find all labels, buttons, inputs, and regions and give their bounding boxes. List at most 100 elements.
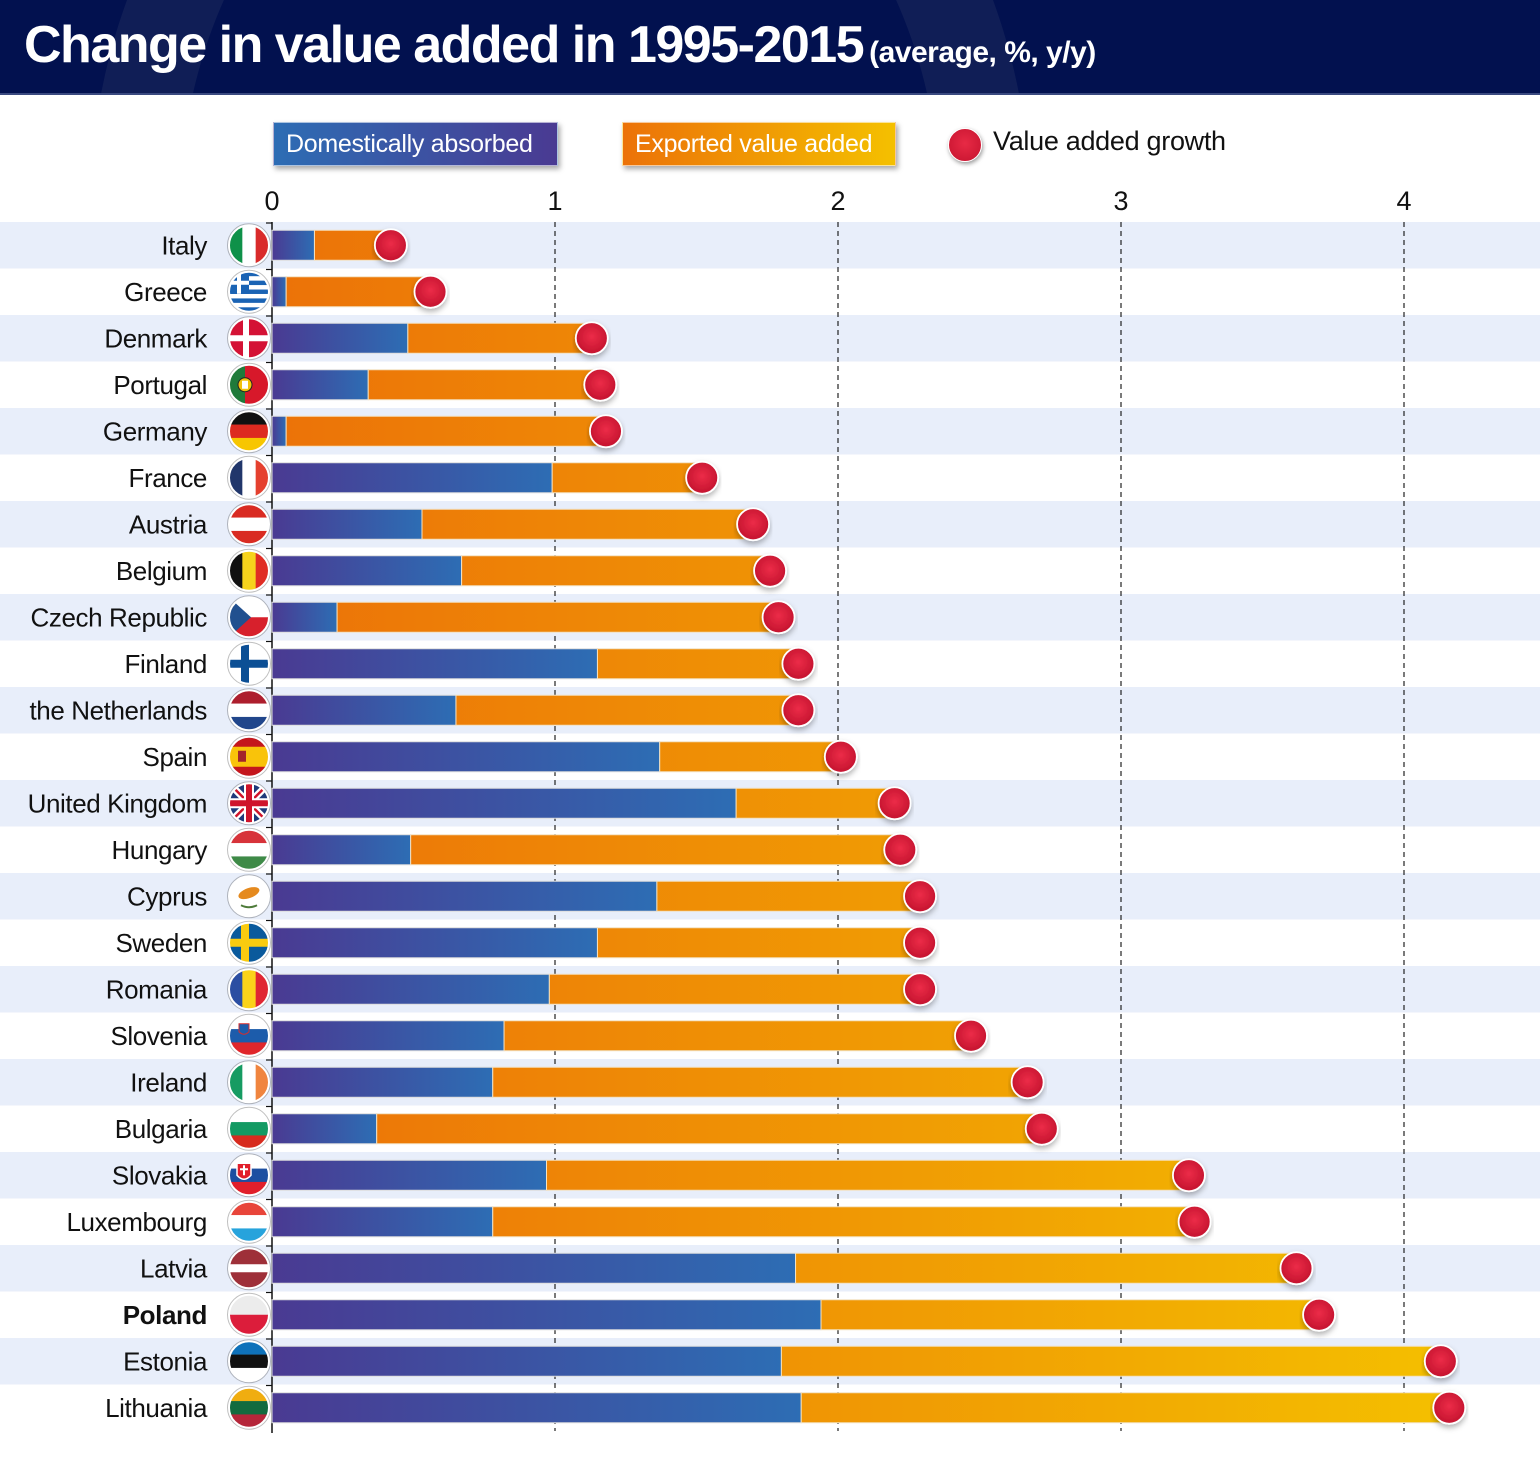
bar-row: Estonia (123, 1338, 1458, 1384)
bar-domestic (271, 1020, 505, 1052)
country-label: Romania (106, 974, 208, 1004)
denmark-flag-icon (227, 316, 271, 361)
bar-row: Finland (125, 640, 816, 686)
country-label: Poland (123, 1300, 207, 1330)
country-label: Latvia (140, 1253, 208, 1283)
growth-dot (954, 1018, 988, 1053)
slovakia-flag-icon (227, 1153, 271, 1198)
x-tick-label: 3 (1113, 186, 1128, 216)
bar-domestic (271, 973, 550, 1005)
bar-domestic (271, 462, 553, 494)
bar-domestic (271, 229, 315, 261)
growth-dot (574, 321, 609, 356)
luxembourg-flag-icon (227, 1199, 271, 1244)
country-label: Denmark (104, 323, 208, 353)
growth-dot (1172, 1158, 1206, 1193)
bar-export (407, 322, 593, 354)
bar-row: Germany (103, 408, 623, 454)
bar-export (546, 1159, 1190, 1191)
growth-dot (736, 507, 770, 542)
bar-domestic (271, 694, 457, 726)
country-label: Ireland (130, 1067, 207, 1097)
bar-domestic (271, 369, 369, 401)
united-kingdom-flag-icon (227, 781, 271, 826)
bar-export (820, 1299, 1320, 1331)
bar-row: Austria (129, 501, 770, 547)
italy-flag-icon (227, 223, 271, 268)
bar-row: Czech Republic (31, 594, 796, 640)
lithuania-flag-icon (227, 1385, 271, 1430)
growth-dot (1302, 1297, 1336, 1332)
country-label: Greece (124, 277, 207, 307)
bar-export (455, 694, 799, 726)
legend-domestic-absorbed: Domestically absorbed (273, 122, 558, 166)
x-tick-label: 4 (1396, 186, 1411, 216)
x-tick-label: 2 (830, 186, 845, 216)
bar-row: Romania (106, 966, 937, 1012)
bar-row: Portugal (113, 361, 618, 407)
legend-value-added-growth: Value added growth (993, 126, 1226, 156)
country-label: Portugal (113, 370, 207, 400)
bar-row: Sweden (115, 919, 937, 965)
country-label: Cyprus (127, 881, 207, 911)
legend-dot-icon (948, 128, 982, 162)
growth-dot (903, 879, 937, 914)
growth-dot (1177, 1204, 1212, 1239)
bar-export (596, 648, 799, 680)
x-tick-label: 0 (264, 186, 279, 216)
country-label: Germany (103, 416, 208, 446)
bar-domestic (271, 648, 598, 680)
growth-dot (753, 553, 787, 588)
belgium-flag-icon (227, 548, 271, 593)
bar-domestic (271, 1066, 494, 1098)
legend-exported-value-added: Exported value added (622, 122, 896, 166)
bar-domestic (271, 601, 338, 633)
france-flag-icon (227, 455, 271, 500)
bar-domestic (271, 1159, 548, 1191)
bar-domestic (271, 415, 287, 447)
bar-export (410, 834, 901, 866)
bar-domestic (271, 1345, 782, 1377)
cyprus-flag-icon (227, 874, 271, 919)
growth-dot (685, 460, 720, 495)
bar-export (659, 741, 842, 773)
country-label: Austria (129, 509, 208, 539)
growth-dot (903, 925, 937, 960)
bar-export (367, 369, 601, 401)
country-label: Slovenia (110, 1021, 207, 1051)
bar-domestic (271, 787, 737, 819)
latvia-flag-icon (227, 1246, 271, 1291)
bar-row: United Kingdom (28, 780, 912, 826)
growth-dot (1024, 1111, 1059, 1146)
growth-dot (761, 600, 796, 635)
country-label: Finland (125, 649, 207, 679)
bar-domestic (271, 276, 287, 308)
portugal-flag-icon (227, 362, 271, 407)
growth-dot (589, 414, 623, 449)
bar-export (461, 555, 771, 587)
bar-domestic (271, 834, 412, 866)
czech-republic-flag-icon (227, 595, 271, 640)
bar-domestic (271, 508, 423, 540)
country-label: Luxembourg (66, 1207, 207, 1237)
country-label: Hungary (112, 835, 208, 865)
growth-dot (1279, 1251, 1314, 1286)
bar-export (492, 1066, 1029, 1098)
hungary-flag-icon (227, 827, 271, 872)
bar-row: Ireland (130, 1059, 1045, 1105)
country-label: Italy (161, 230, 207, 260)
chart-subtitle: (average, %, y/y) (869, 36, 1096, 69)
bar-row: Bulgaria (115, 1105, 1059, 1151)
country-label: Slovakia (112, 1160, 208, 1190)
country-label: United Kingdom (28, 788, 207, 818)
growth-dot (781, 693, 816, 728)
x-tick-label: 1 (547, 186, 562, 216)
slovenia-flag-icon (227, 1013, 271, 1058)
bar-domestic (271, 1299, 822, 1331)
bar-export (596, 927, 921, 959)
growth-dot (413, 274, 448, 309)
chart-title: Change in value added in 1995-2015 (avera… (24, 12, 1096, 86)
bar-export (780, 1345, 1442, 1377)
country-label: Estonia (123, 1346, 208, 1376)
ireland-flag-icon (227, 1060, 271, 1105)
